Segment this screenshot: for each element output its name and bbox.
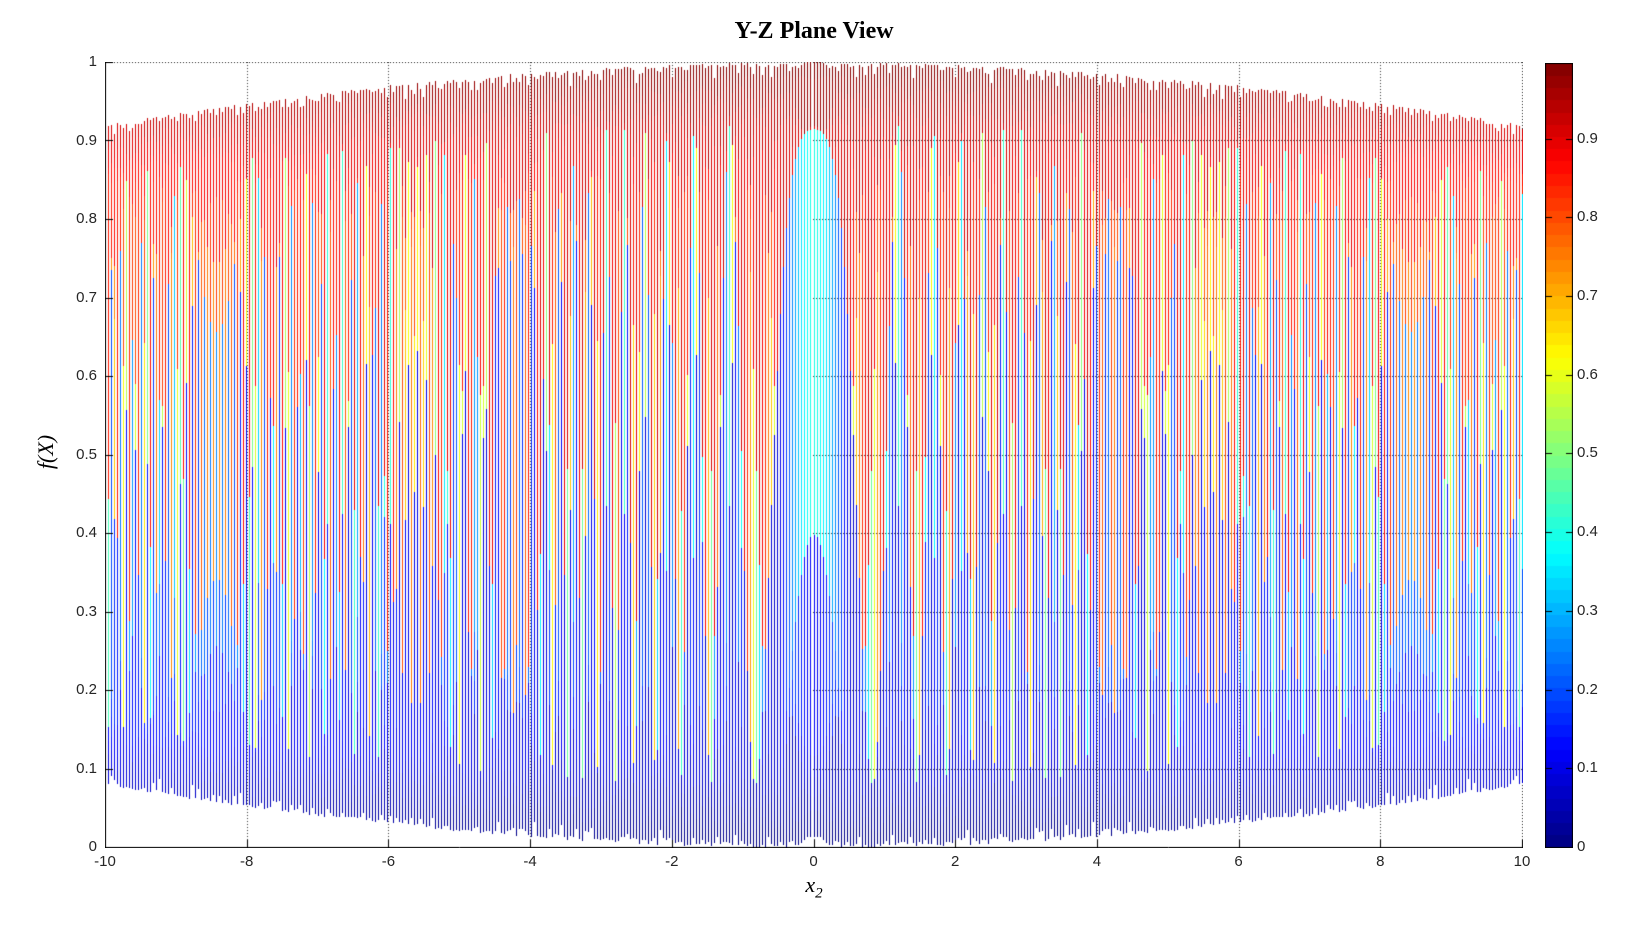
y-tick-label: 0.6	[76, 367, 97, 384]
y-tick-label: 0.7	[76, 288, 97, 306]
y-tick-label: 0.8	[76, 210, 97, 227]
x-tick-label: 10	[1513, 853, 1531, 870]
colorbar-tick-label: 0.7	[1577, 287, 1598, 304]
x-tick-label: -4	[523, 853, 537, 870]
x-axis-label-subscript: 2	[815, 885, 823, 902]
y-tick-label: 0.4	[76, 524, 97, 541]
x-axis-label: x2	[805, 872, 822, 902]
colorbar-tick-label: 0	[1577, 838, 1586, 855]
colorbar-tick-label: 0.9	[1577, 130, 1598, 147]
x-tick-label: 8	[1376, 853, 1385, 870]
colorbar-tick-label: 0.8	[1577, 208, 1598, 225]
x-tick-label: 0	[809, 853, 818, 870]
plot-area-canvas	[105, 62, 1523, 848]
y-tick-label: 0	[88, 838, 97, 855]
colorbar-tick-label: 0.2	[1577, 681, 1598, 698]
x-tick-label: 4	[1092, 853, 1102, 870]
x-tick-label: 6	[1234, 853, 1243, 870]
y-tick-label: 0.3	[76, 602, 97, 620]
y-tick-label: 1	[88, 53, 97, 70]
x-tick-label: -8	[240, 853, 254, 870]
colorbar-tick-label: 0.4	[1577, 523, 1598, 540]
y-tick-label: 0.1	[76, 759, 97, 777]
colorbar-tick-label: 0.3	[1577, 602, 1598, 619]
x-tick-label: -10	[94, 853, 116, 870]
x-tick-label: -2	[665, 853, 679, 870]
y-tick-label: 0.2	[76, 681, 97, 698]
colorbar-tick-label: 0.5	[1577, 444, 1598, 461]
colorbar-tick-label: 0.6	[1577, 366, 1598, 383]
colorbar-canvas	[1545, 63, 1573, 848]
x-axis-label-base: x	[805, 872, 816, 897]
y-tick-label: 0.9	[76, 131, 97, 149]
x-tick-label: 2	[951, 853, 960, 870]
x-tick-label: -6	[381, 853, 396, 870]
colorbar-tick-label: 0.1	[1577, 759, 1598, 776]
y-axis-label: f(X)	[33, 434, 58, 470]
chart-title: Y-Z Plane View	[734, 18, 894, 44]
